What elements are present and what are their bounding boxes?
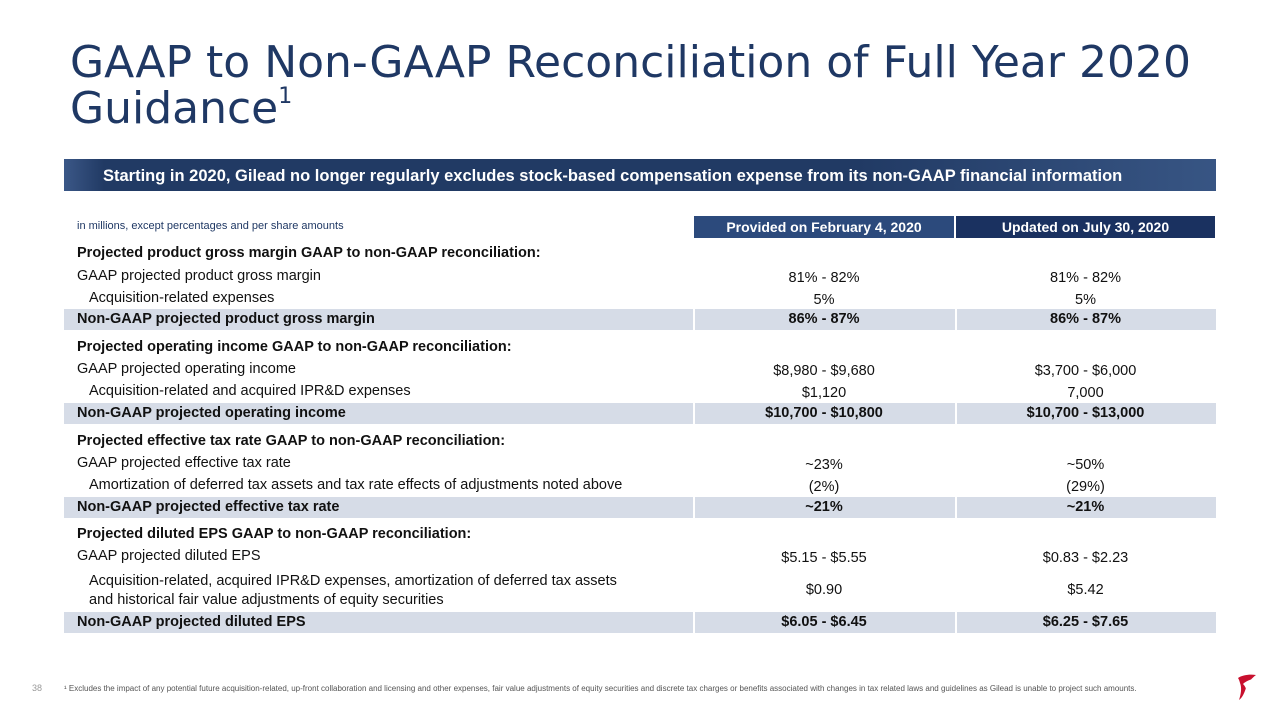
column-header-jul: Updated on July 30, 2020 <box>956 216 1215 238</box>
footnote: ¹ Excludes the impact of any potential f… <box>64 684 1137 693</box>
total-row: Non-GAAP projected diluted EPS $6.05 - $… <box>64 612 1216 633</box>
column-header-feb: Provided on February 4, 2020 <box>694 216 954 238</box>
page-number: 38 <box>32 683 43 693</box>
info-banner: Starting in 2020, Gilead no longer regul… <box>64 159 1216 191</box>
units-note: in millions, except percentages and per … <box>77 220 344 232</box>
banner-text: Starting in 2020, Gilead no longer regul… <box>103 167 1123 185</box>
total-row: Non-GAAP projected product gross margin … <box>64 309 1216 330</box>
total-row: Non-GAAP projected effective tax rate ~2… <box>64 497 1216 518</box>
gilead-logo-icon <box>1238 674 1256 700</box>
footnote-marker: 1 <box>278 84 293 110</box>
page-title: GAAP to Non-GAAP Reconciliation of Full … <box>70 37 1191 134</box>
total-row: Non-GAAP projected operating income $10,… <box>64 403 1216 424</box>
